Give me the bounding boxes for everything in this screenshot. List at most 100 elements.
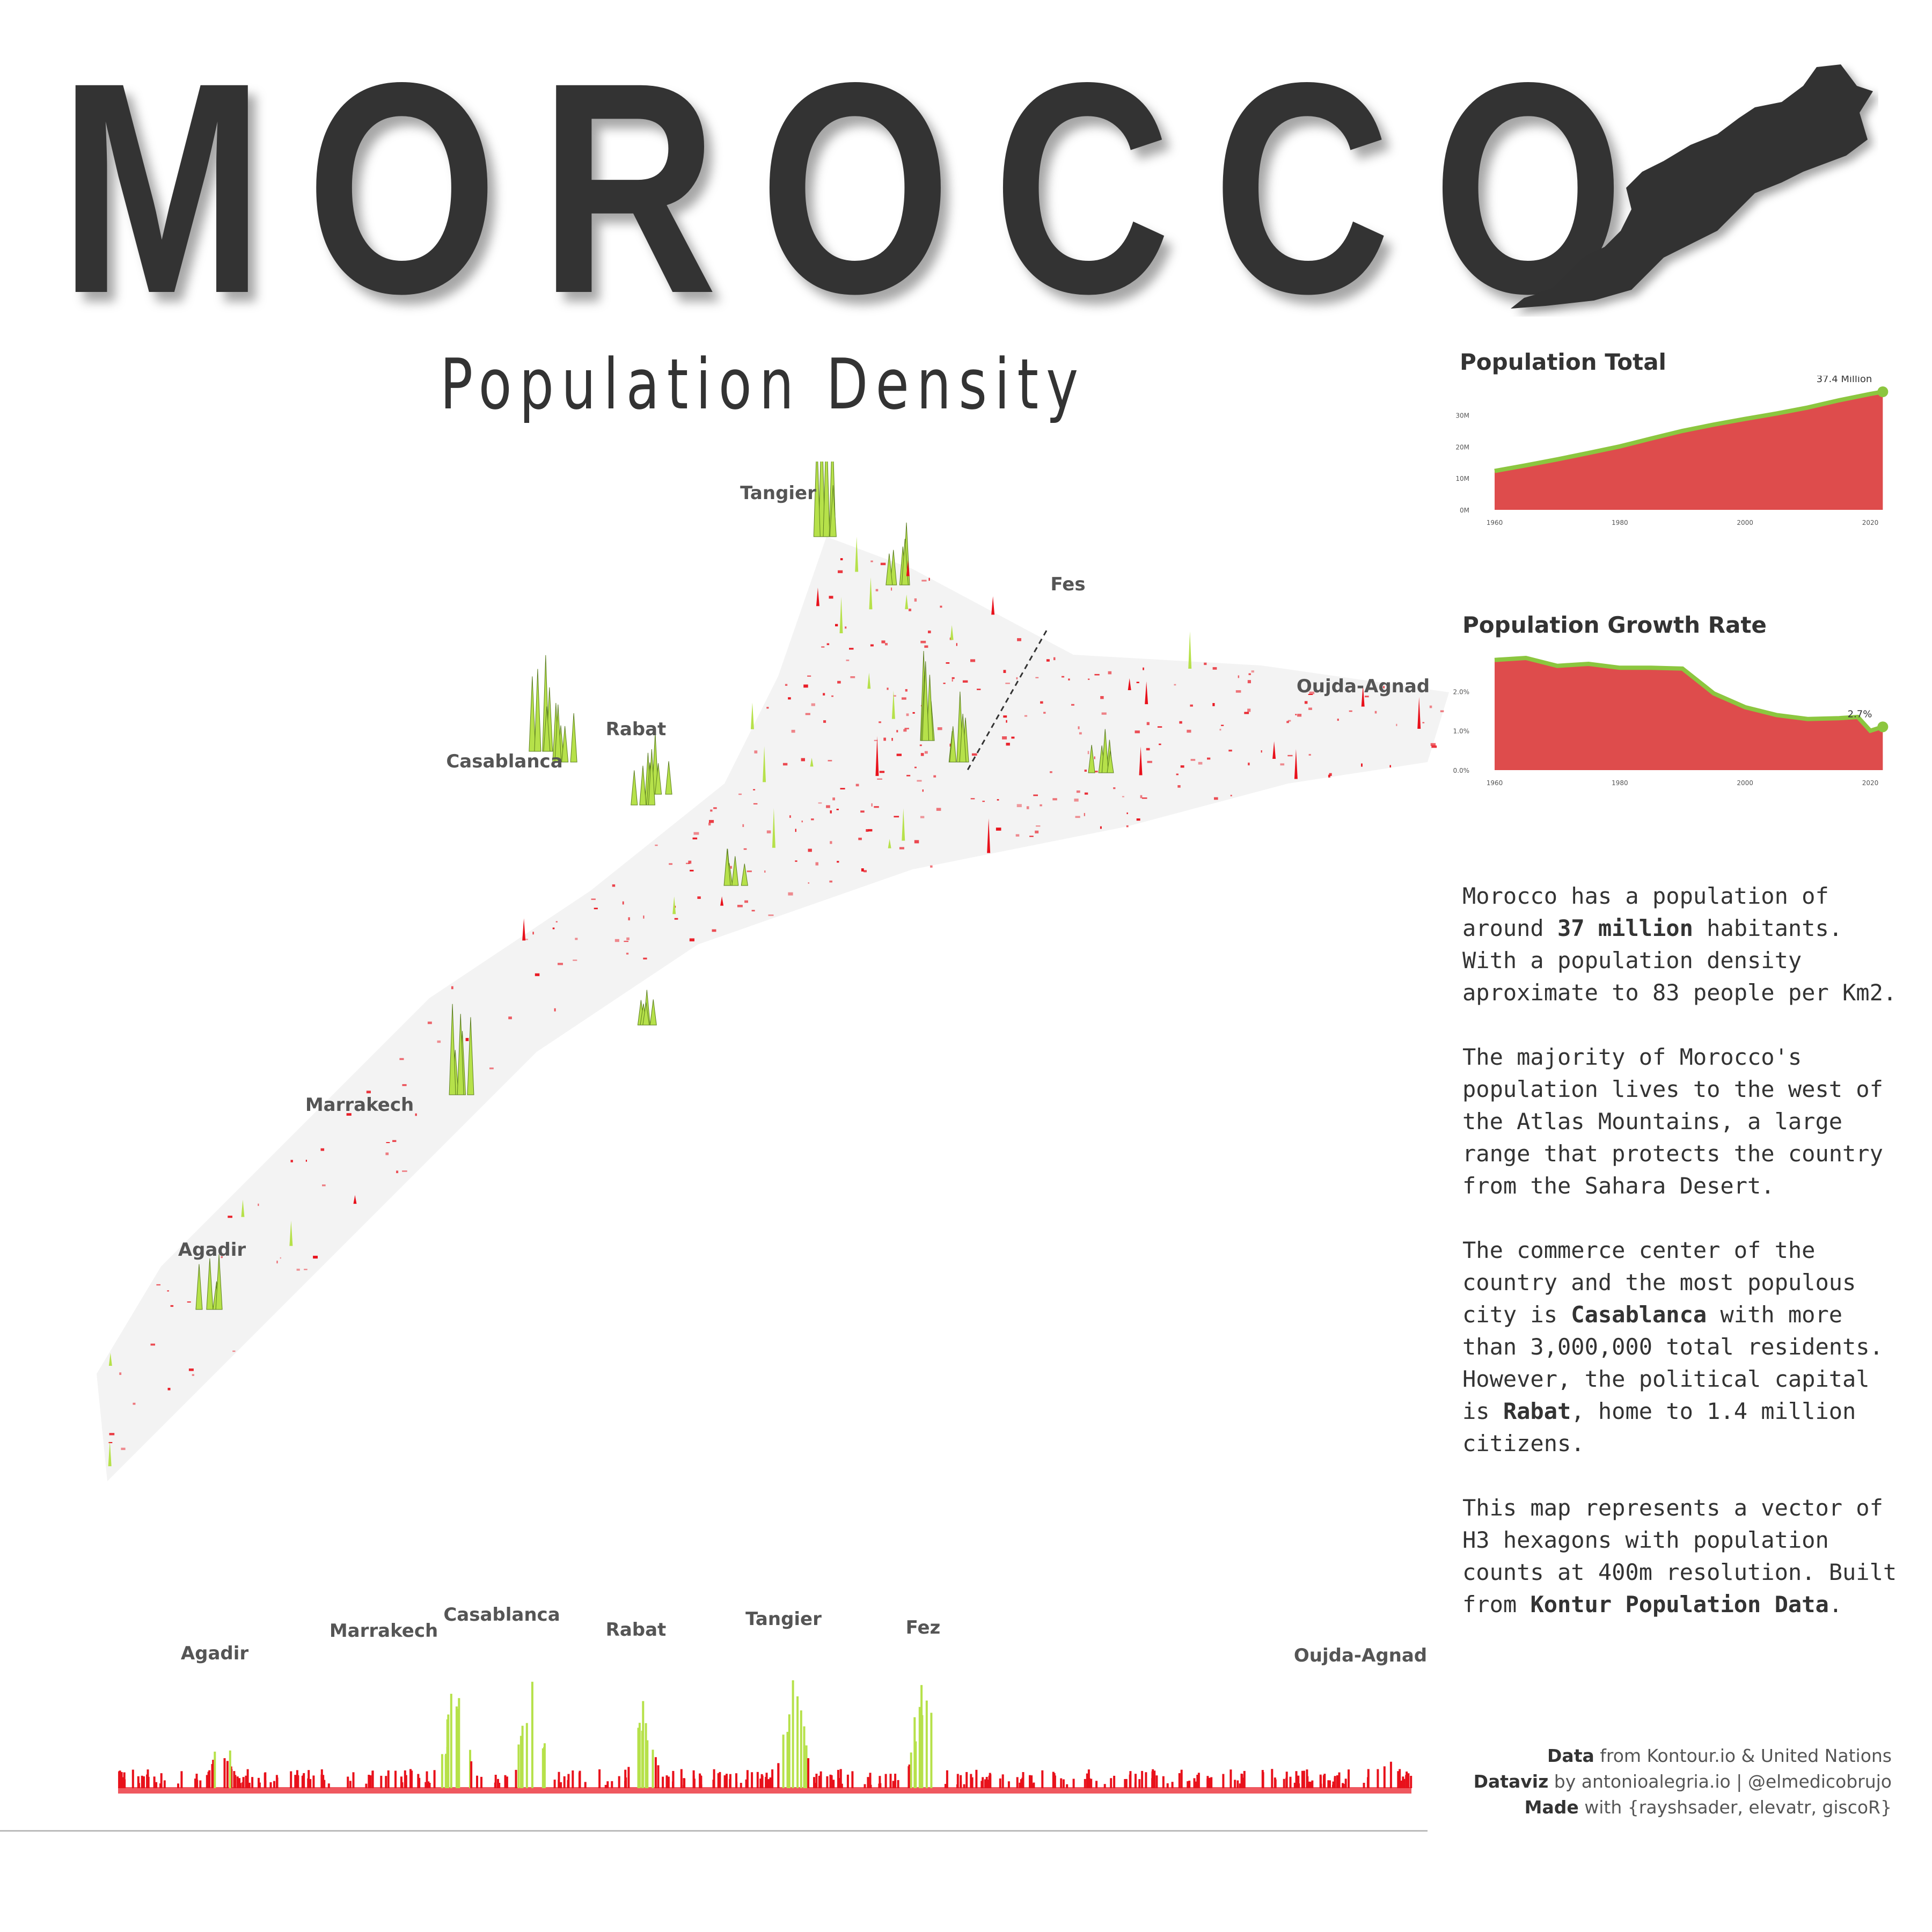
profile-spike (446, 1719, 449, 1788)
profile-spike (541, 1748, 544, 1788)
profile-spike (713, 1769, 715, 1788)
profile-spike (506, 1776, 508, 1788)
density-speck (835, 624, 838, 627)
profile-spike (400, 1776, 402, 1788)
profile-spike (946, 1770, 948, 1788)
density-spike (642, 1002, 650, 1026)
density-speck (296, 1269, 300, 1271)
density-speck (914, 840, 919, 844)
density-speck (276, 1261, 278, 1264)
density-speck (1309, 691, 1315, 694)
density-spike (649, 999, 657, 1026)
profile-spike (982, 1777, 984, 1788)
profile-spike (765, 1777, 767, 1788)
density-spike (890, 550, 897, 586)
x-tick-label: 2000 (1737, 519, 1753, 526)
density-speck (133, 1402, 136, 1405)
profile-spike (987, 1780, 990, 1788)
density-speck (807, 675, 811, 677)
density-speck (815, 862, 818, 866)
density-speck (465, 1038, 469, 1041)
density-speck (920, 641, 926, 643)
density-speck (1084, 770, 1087, 772)
density-speck (280, 1257, 281, 1259)
density-speck (977, 689, 981, 690)
density-speck (742, 824, 744, 827)
profile-spike (441, 1754, 443, 1788)
profile-spike (264, 1780, 267, 1788)
fes-leader-line (965, 630, 1048, 773)
density-speck (962, 680, 968, 683)
profile-spike (352, 1772, 355, 1788)
density-spike (750, 702, 754, 729)
profile-spike (153, 1776, 156, 1788)
profile-spike (1103, 1784, 1106, 1788)
profile-spike (1066, 1784, 1069, 1788)
profile-spike (1178, 1773, 1181, 1788)
density-speck (1094, 674, 1100, 676)
density-speck (1040, 804, 1042, 807)
profile-base (118, 1787, 1411, 1794)
profile-spike (1309, 1782, 1312, 1788)
profile-spike (119, 1770, 121, 1788)
density-speck (1006, 743, 1010, 746)
density-speck (402, 1084, 407, 1086)
density-speck (170, 1305, 174, 1307)
density-speck (1396, 723, 1397, 726)
map-label-tangier: Tangier (740, 482, 816, 504)
density-speck (552, 927, 555, 930)
profile-spike (788, 1714, 791, 1788)
profile-spike (273, 1781, 275, 1788)
profile-spike (712, 1780, 715, 1788)
profile-spike (800, 1710, 802, 1788)
profile-spike (830, 1775, 833, 1788)
y-tick-label: 10M (1455, 475, 1469, 482)
profile-spike (458, 1698, 460, 1788)
density-speck (1146, 748, 1150, 751)
density-speck (1176, 773, 1179, 775)
profile-spike (745, 1779, 748, 1788)
density-speck (188, 1368, 194, 1371)
desc-paragraph-2: The majority of Morocco's population liv… (1462, 1044, 1883, 1199)
profile-spike (498, 1783, 501, 1788)
profile-spike (761, 1775, 764, 1788)
density-speck (891, 587, 892, 591)
profile-spike (611, 1781, 613, 1788)
density-speck (221, 1256, 223, 1258)
profile-spike (1053, 1775, 1056, 1788)
density-speck (1308, 753, 1311, 756)
profile-spike (160, 1773, 163, 1788)
profile-spike (914, 1741, 917, 1788)
density-speck (1286, 721, 1289, 723)
density-speck (922, 789, 924, 792)
density-speck (1017, 638, 1021, 641)
profile-spike (975, 1769, 978, 1788)
density-speck (811, 818, 814, 821)
density-spike (543, 706, 551, 752)
profile-spike (908, 1764, 911, 1788)
density-spike (810, 758, 814, 767)
density-speck (688, 860, 692, 864)
profile-spike (1234, 1780, 1236, 1788)
profile-spike (456, 1709, 459, 1788)
x-tick-label: 2020 (1862, 779, 1879, 787)
y-tick-label: 20M (1455, 443, 1469, 451)
density-spike (1361, 685, 1365, 707)
profile-spike (1162, 1776, 1165, 1788)
density-speck (1147, 760, 1152, 763)
profile-spike (1084, 1779, 1086, 1788)
profile-spike (805, 1745, 808, 1788)
profile-spike (1041, 1770, 1044, 1788)
density-speck (829, 880, 832, 883)
density-speck (1422, 722, 1425, 723)
profile-spike (349, 1781, 352, 1788)
density-speck (156, 1284, 160, 1286)
density-speck (785, 684, 788, 686)
density-speck (655, 844, 658, 846)
profile-spikes (118, 1680, 1413, 1788)
density-speck (402, 1170, 407, 1172)
profile-spike (879, 1776, 881, 1788)
profile-spike (1151, 1771, 1154, 1788)
density-speck (1297, 714, 1302, 717)
profile-spike (756, 1772, 759, 1788)
